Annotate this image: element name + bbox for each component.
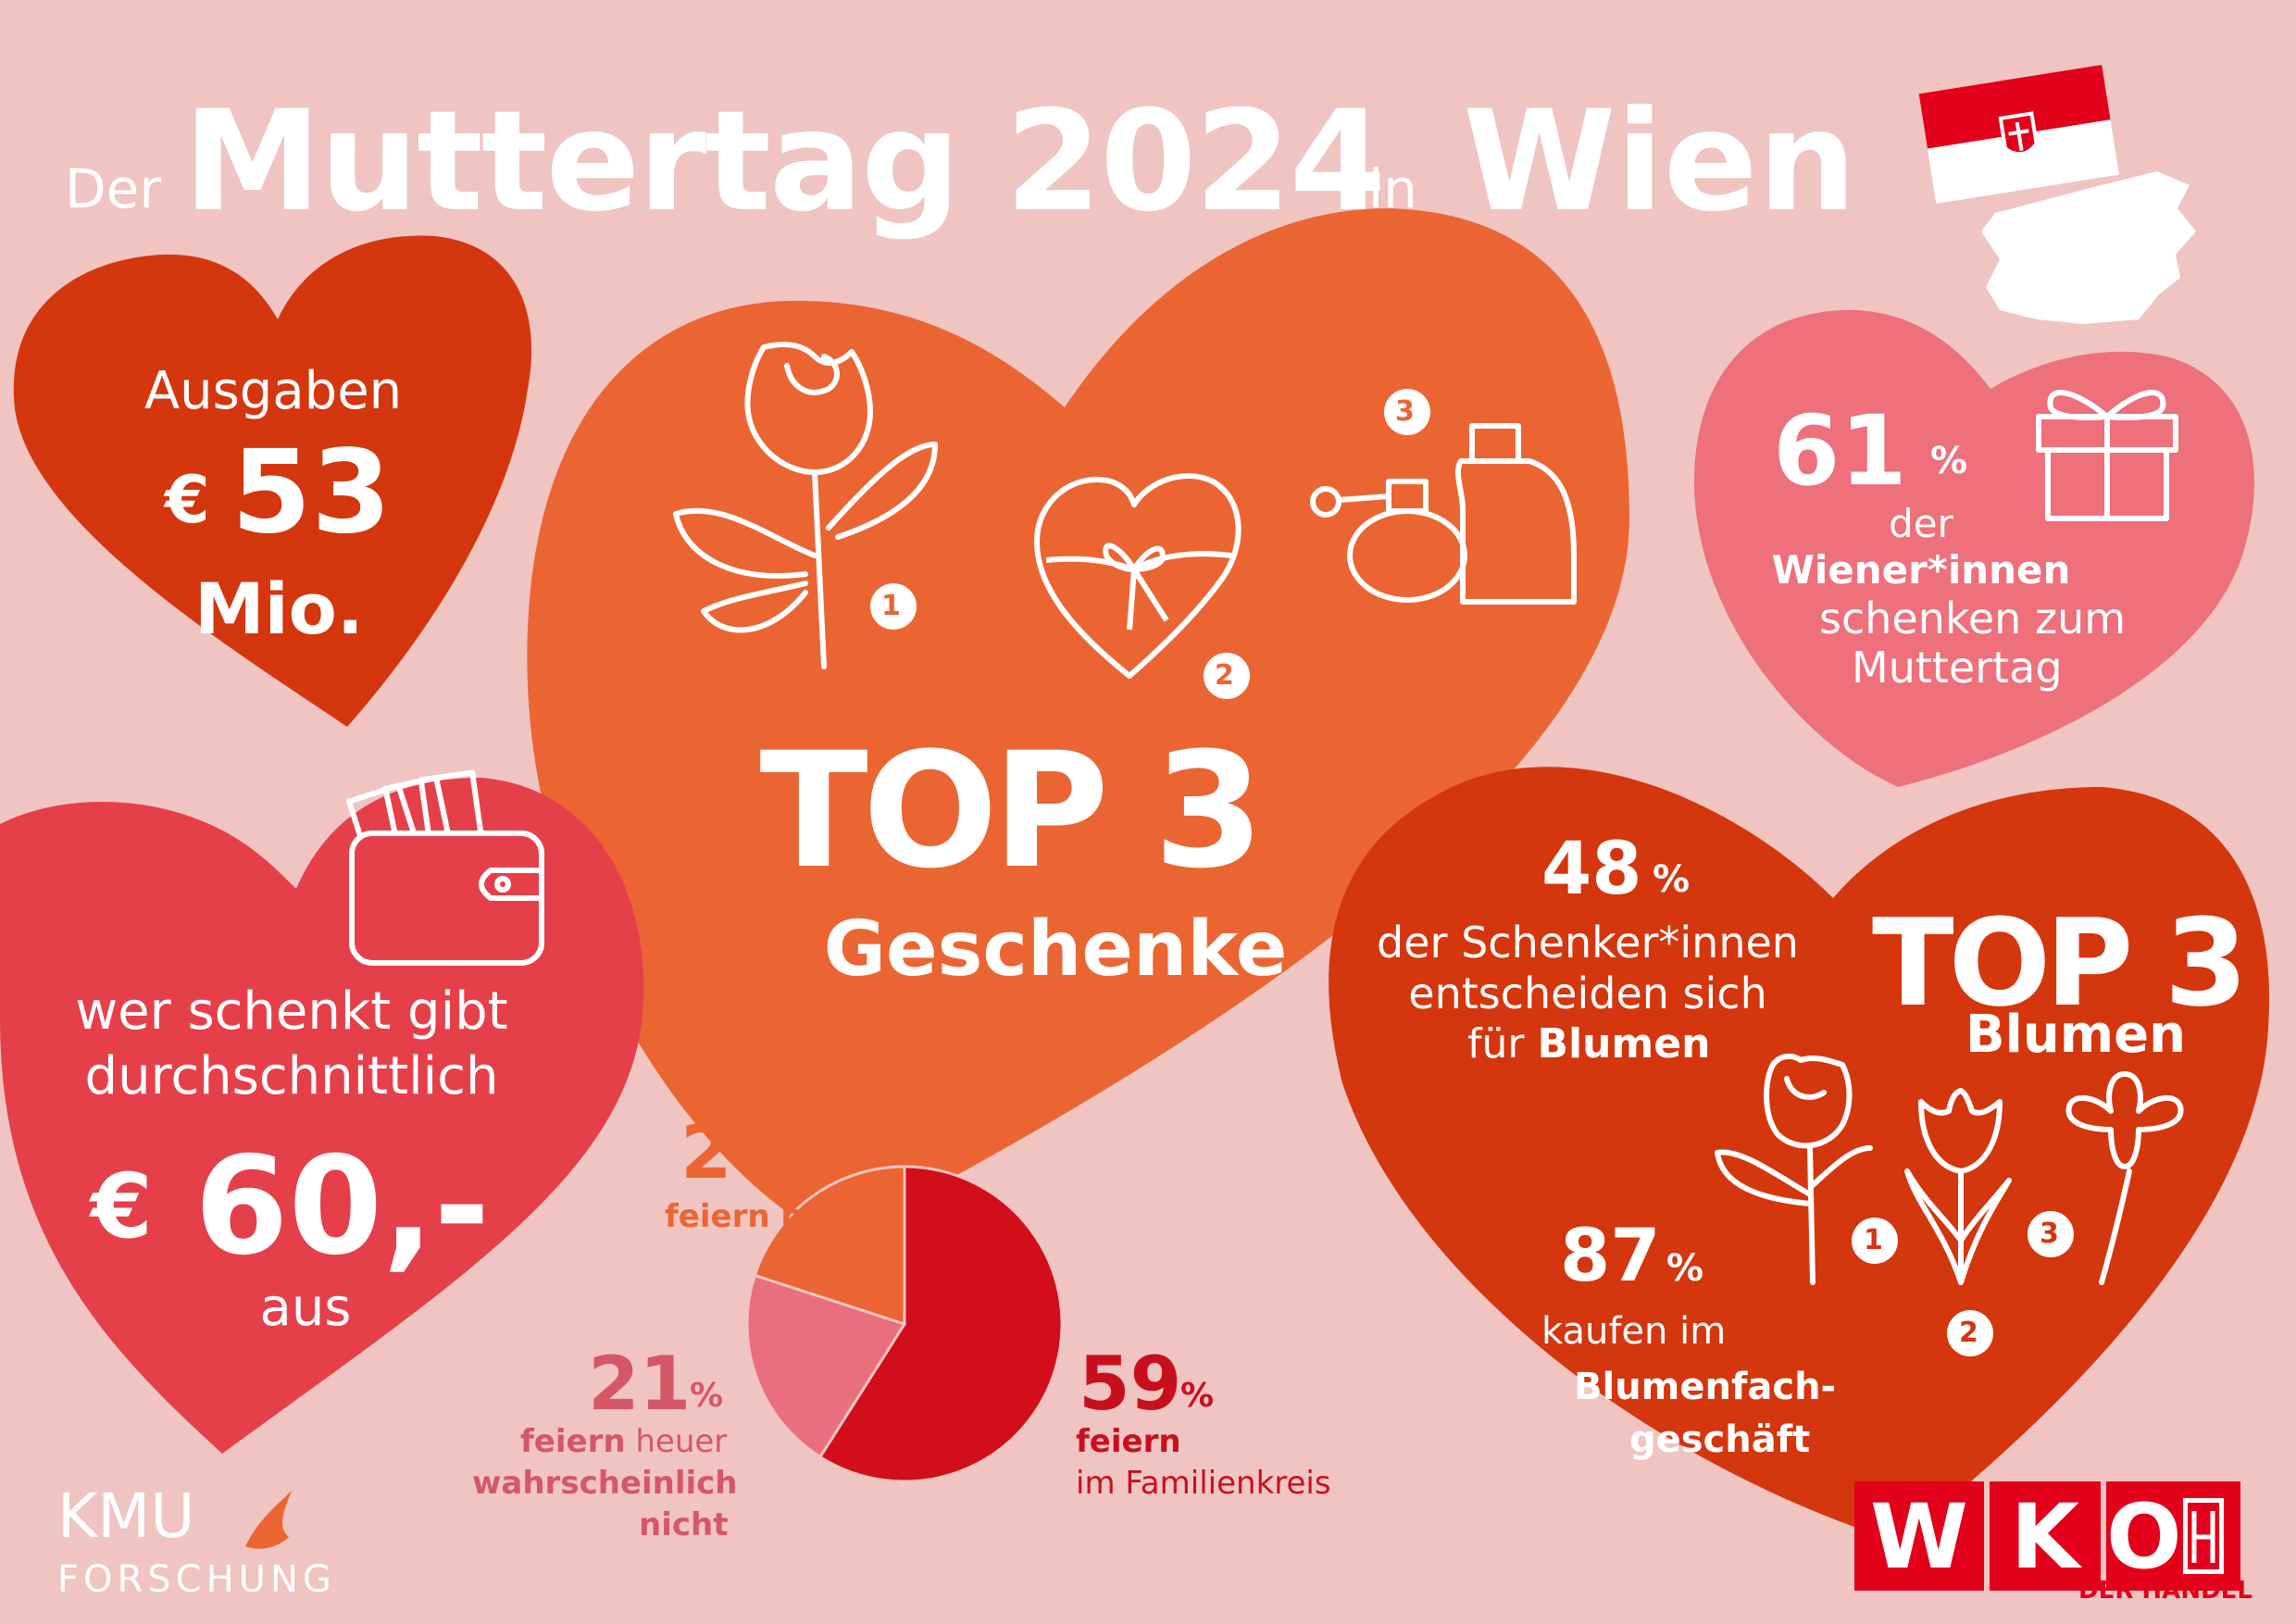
pie-label-21-value: 21 — [588, 1341, 692, 1427]
pie-label-59-line1: feiern — [1076, 1423, 1181, 1460]
share-line-2: Wiener*innen — [1771, 547, 2071, 593]
kmu-logo-subtext: FORSCHUNG — [57, 1558, 336, 1601]
pie-label-21-line2: wahrscheinlich — [472, 1465, 738, 1502]
avg-currency: € — [91, 1155, 153, 1258]
pie-label-59-unit: % — [1180, 1377, 1215, 1415]
pie-label-59-value: 59 — [1079, 1341, 1182, 1427]
title-in: in — [1368, 157, 1417, 220]
title-city: Wien — [1463, 81, 1857, 243]
flower-rose-icon — [1715, 1053, 1873, 1285]
pie-chart — [745, 1165, 1064, 1483]
avg-amount: 60,- — [194, 1128, 491, 1285]
heart-box-icon — [1034, 473, 1242, 679]
pie-label-21-line3: nicht — [639, 1506, 729, 1543]
vienna-flag — [1918, 65, 2119, 204]
pie-label-21-heuer: heuer — [625, 1423, 728, 1460]
flowers-stat2-value: 87 — [1560, 1215, 1661, 1298]
pie-label-21-feiern: feiern — [520, 1423, 626, 1460]
gift-icon — [2036, 390, 2178, 521]
share-heart — [1694, 309, 2254, 788]
page-title: Muttertag 2024 — [183, 81, 1386, 243]
spending-amount: 53 — [231, 426, 392, 559]
pie-slice-probably-not — [745, 1273, 907, 1459]
pie-label-20-line1: feiern nie — [665, 1198, 836, 1235]
spending-currency: € — [165, 462, 210, 538]
kmu-swoosh-icon — [245, 1491, 292, 1549]
wallet-icon — [346, 769, 544, 966]
flowers-heart — [1329, 767, 2270, 1542]
title-prefix: Der — [65, 157, 162, 220]
pie-slice-never — [753, 1165, 906, 1327]
share-unit: % — [1930, 440, 1968, 482]
pie-label-21-unit: % — [690, 1377, 724, 1415]
flowers-stat1-line1: der Schenker*innen — [1377, 918, 1799, 968]
flowers-stat2-line1: kaufen im — [1541, 1310, 1727, 1353]
rose-icon — [673, 342, 938, 669]
top-gifts-subheading: Geschenke — [823, 906, 1288, 993]
pie-label-20-unit: % — [782, 1145, 817, 1183]
top-gifts-heart — [527, 208, 1629, 1241]
top-flowers-heading: TOP 3 — [1872, 893, 2248, 1033]
kmu-logo-text: KMU — [57, 1480, 195, 1552]
flowers-stat1-line3: für Blumen — [1467, 1024, 1710, 1065]
avg-line-1: wer schenkt gibt — [75, 981, 508, 1042]
pie-slice-family — [817, 1165, 1064, 1483]
wko-letter-o: O — [2106, 1485, 2182, 1589]
pie-label-59-line2: im Familienkreis — [1076, 1465, 1331, 1502]
avg-line-2: durchschnittlich — [84, 1046, 499, 1106]
pie-label-21-line1: feiern heuer — [520, 1426, 727, 1457]
wko-letter-w: W — [1870, 1485, 1968, 1589]
gift-rank-3: 3 — [1395, 395, 1415, 428]
share-line-1: der — [1889, 501, 1953, 546]
spending-unit: Mio. — [194, 568, 364, 650]
share-line-4: Muttertag — [1852, 643, 2063, 693]
top-gifts-heading: TOP 3 — [759, 718, 1264, 904]
wko-logo-icon — [1854, 1481, 2240, 1591]
flowers-stat1-flowers: Blumen — [1537, 1020, 1711, 1068]
gift-rank-2: 2 — [1215, 659, 1234, 692]
flowers-stat2-line2: Blumenfach- — [1574, 1366, 1837, 1408]
gift-rank-1: 1 — [881, 590, 901, 622]
tulip-icon — [1904, 1088, 2012, 1285]
spending-heart — [13, 235, 532, 727]
austria-map-icon — [1981, 171, 2196, 324]
flowers-stat1-value: 48 — [1541, 828, 1642, 911]
flowers-stat1-for: für — [1467, 1020, 1525, 1068]
share-line-3: schenken zum — [1819, 593, 2127, 643]
orchid-icon — [2065, 1071, 2184, 1285]
flower-rank-2: 2 — [1959, 1317, 1978, 1349]
perfume-icon — [1310, 423, 1577, 605]
flower-rank-1: 1 — [1864, 1224, 1883, 1256]
wko-logo-subtext: DER HANDEL — [2078, 1577, 2252, 1605]
flowers-stat2-line3: geschäft — [1629, 1418, 1811, 1461]
flowers-stat1-unit: % — [1653, 858, 1691, 901]
spending-label: Ausgaben — [144, 361, 403, 421]
share-value: 61 — [1773, 394, 1907, 507]
flowers-stat1-line2: entscheiden sich — [1408, 968, 1767, 1018]
top-flowers-subheading: Blumen — [1965, 1005, 2186, 1065]
avg-line-3: aus — [259, 1278, 352, 1338]
flower-rank-3: 3 — [2040, 1218, 2059, 1250]
avg-spend-heart — [0, 778, 644, 1454]
rank-badges — [870, 389, 2074, 1356]
pie-label-20-value: 20 — [680, 1109, 784, 1195]
flowers-stat2-unit: % — [1666, 1247, 1704, 1290]
wko-letter-k: K — [2010, 1485, 2080, 1589]
